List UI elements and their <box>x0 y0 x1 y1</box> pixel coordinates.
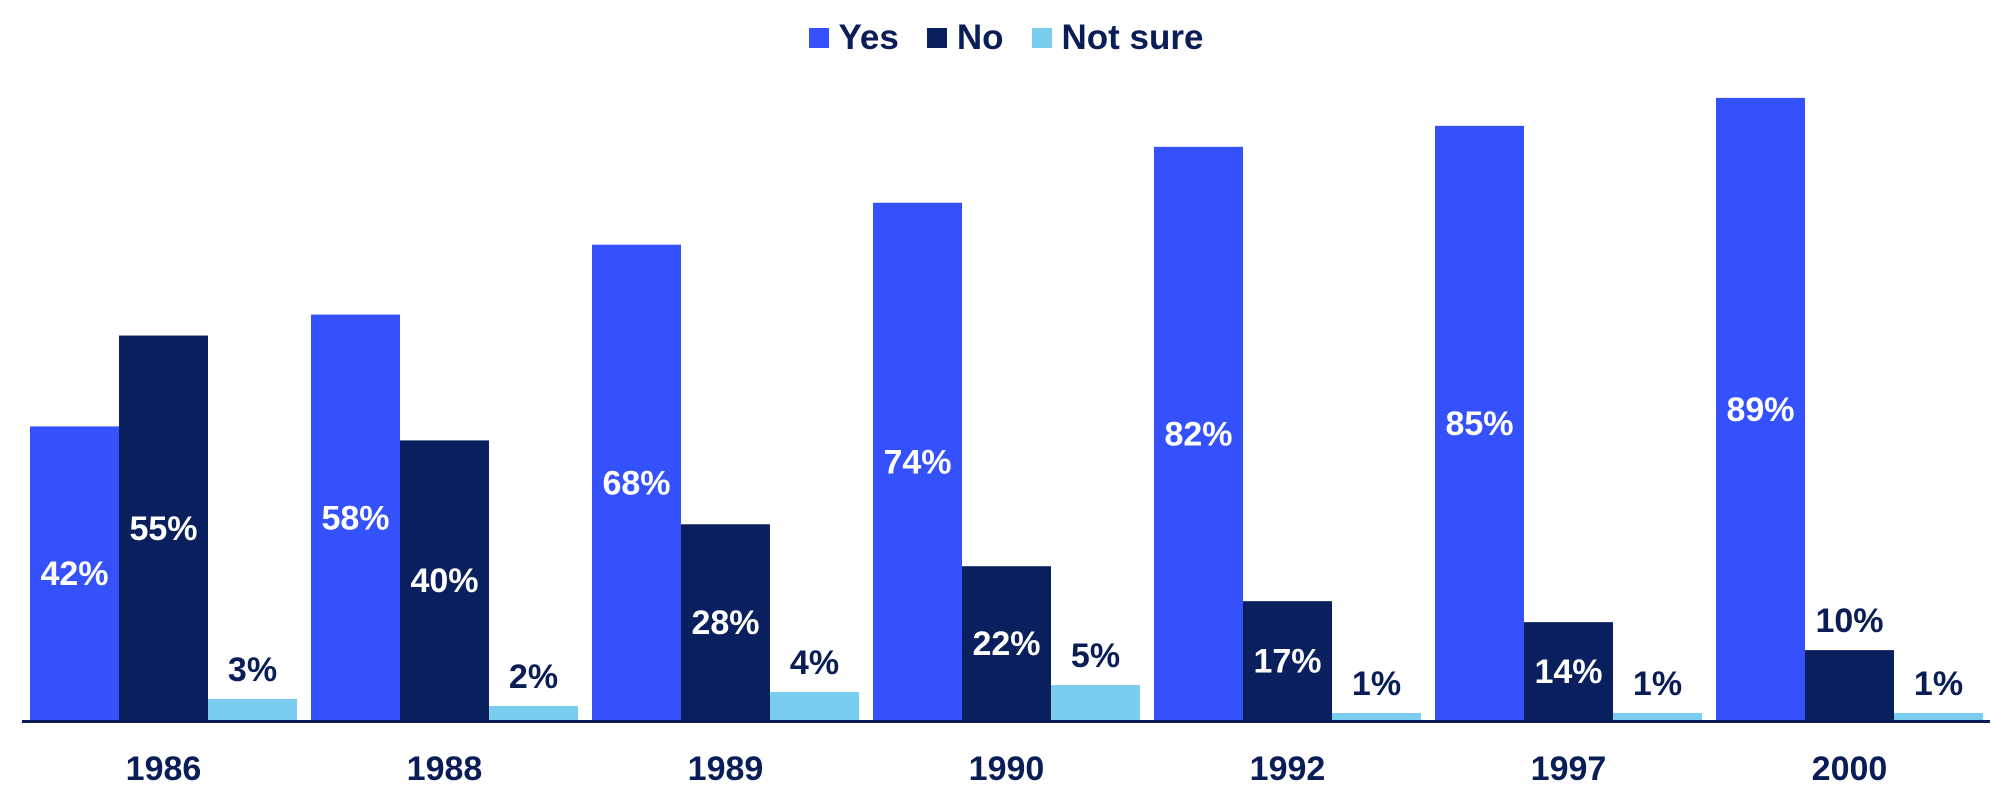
data-label-no-1989: 28% <box>691 604 759 642</box>
bar-yes-1986 <box>30 426 119 720</box>
bar-not-sure-1990 <box>1051 685 1140 720</box>
data-label-no-1990: 22% <box>972 625 1040 663</box>
x-tick-label-1986: 1986 <box>126 750 202 788</box>
x-tick-label-2000: 2000 <box>1812 750 1888 788</box>
bar-no-1992 <box>1243 601 1332 720</box>
bar-no-1997 <box>1524 622 1613 720</box>
bar-not-sure-1992 <box>1332 713 1421 720</box>
legend-item-no: No <box>926 18 1004 58</box>
legend-label-yes: Yes <box>838 18 899 57</box>
x-tick-label-1989: 1989 <box>688 750 764 788</box>
bar-not-sure-1988 <box>489 706 578 720</box>
bar-no-1988 <box>400 440 489 720</box>
bar-yes-1990 <box>873 202 962 721</box>
data-label-yes-1988: 58% <box>321 499 389 537</box>
data-label-no-1992: 17% <box>1253 643 1321 681</box>
bar-yes-1997 <box>1435 125 1524 721</box>
legend-swatch-yes <box>808 28 829 48</box>
data-label-not-sure-1986: 3% <box>228 651 277 689</box>
chart-legend: Yes No Not sure <box>0 18 2012 58</box>
data-label-yes-1990: 74% <box>883 443 951 481</box>
bar-not-sure-1989 <box>770 692 859 720</box>
bar-no-1989 <box>681 524 770 720</box>
bar-no-1990 <box>962 566 1051 720</box>
data-label-no-2000: 10% <box>1815 602 1883 640</box>
data-label-not-sure-1997: 1% <box>1633 665 1682 703</box>
data-label-not-sure-1992: 1% <box>1352 665 1401 703</box>
x-tick-label-1992: 1992 <box>1250 750 1326 788</box>
bar-not-sure-1997 <box>1613 713 1702 720</box>
data-label-yes-1992: 82% <box>1164 415 1232 453</box>
legend-swatch-not-sure <box>1031 28 1052 48</box>
data-label-yes-2000: 89% <box>1726 391 1794 429</box>
bar-yes-2000 <box>1716 97 1805 720</box>
x-tick-label-1988: 1988 <box>407 750 483 788</box>
bar-no-1986 <box>119 335 208 720</box>
data-label-yes-1986: 42% <box>40 555 108 593</box>
x-tick-label-1990: 1990 <box>969 750 1045 788</box>
data-label-not-sure-1988: 2% <box>509 658 558 696</box>
data-label-yes-1989: 68% <box>602 464 670 502</box>
x-tick-label-1997: 1997 <box>1531 750 1607 788</box>
data-label-yes-1997: 85% <box>1445 405 1513 443</box>
bar-yes-1989 <box>592 244 681 720</box>
data-label-no-1988: 40% <box>410 562 478 600</box>
data-label-not-sure-1989: 4% <box>790 644 839 682</box>
data-label-no-1986: 55% <box>129 510 197 548</box>
bar-not-sure-1986 <box>208 699 297 720</box>
data-label-not-sure-1990: 5% <box>1071 637 1120 675</box>
bar-no-2000 <box>1805 650 1894 720</box>
legend-item-not-sure: Not sure <box>1031 18 1204 58</box>
legend-item-yes: Yes <box>808 18 899 58</box>
bar-not-sure-2000 <box>1894 713 1983 720</box>
legend-swatch-no <box>926 28 947 48</box>
data-label-not-sure-2000: 1% <box>1914 665 1963 703</box>
data-label-no-1997: 14% <box>1534 653 1602 691</box>
bar-yes-1988 <box>311 314 400 720</box>
bar-yes-1992 <box>1154 146 1243 720</box>
legend-label-no: No <box>956 18 1004 57</box>
legend-label-not-sure: Not sure <box>1061 18 1204 57</box>
